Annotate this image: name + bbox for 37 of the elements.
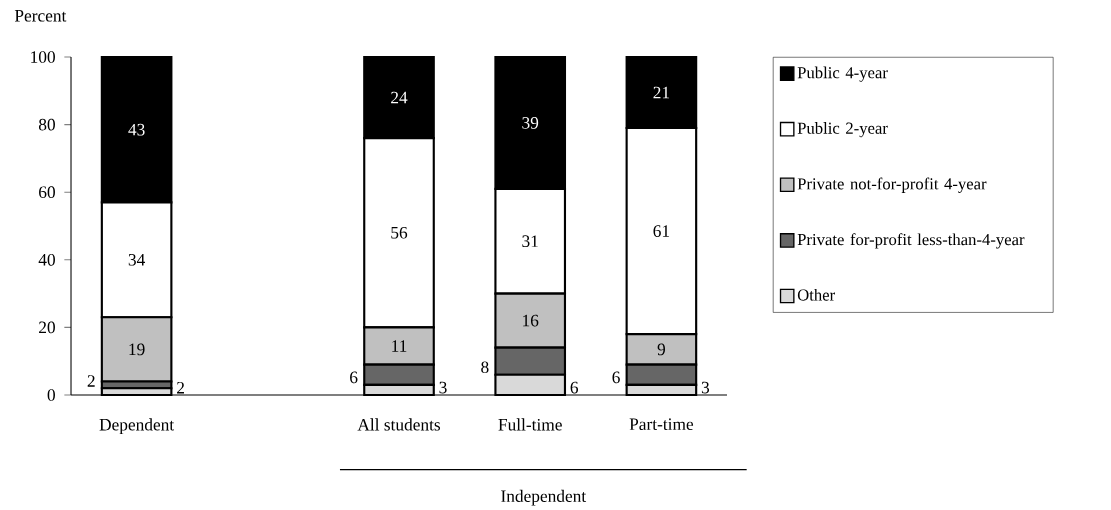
data-label: 61 [653, 225, 670, 237]
data-label: 3 [701, 381, 710, 394]
data-label: 3 [439, 381, 447, 394]
data-label: 19 [129, 343, 145, 356]
y-tick-label: 100 [31, 51, 55, 63]
data-label: 6 [612, 371, 620, 384]
data-label: 21 [653, 86, 670, 99]
data-label: 56 [391, 226, 408, 239]
data-label: 31 [522, 235, 538, 248]
legend-label: Public 4-year [797, 66, 888, 82]
data-label: 6 [350, 371, 358, 384]
data-label: 2 [177, 381, 184, 394]
data-label: 9 [657, 343, 666, 356]
data-label: 6 [570, 381, 579, 394]
data-label: 11 [392, 340, 407, 352]
legend-label: Private not-for-profit 4-year [797, 177, 987, 193]
data-label: 43 [128, 123, 145, 136]
y-tick-label: 60 [39, 186, 55, 199]
x-tick-label: Dependent [99, 418, 175, 435]
y-tick-label: 40 [38, 253, 55, 266]
y-tick-label: 80 [38, 118, 55, 131]
data-label: 34 [128, 253, 146, 266]
data-label: 24 [391, 91, 408, 104]
y-tick-label: 20 [39, 321, 55, 334]
data-label: 8 [481, 361, 489, 374]
text: Independent [501, 489, 587, 506]
y-tick-label: 0 [47, 389, 55, 401]
y-axis-title: Percent [14, 10, 67, 22]
data-label: 2 [87, 375, 95, 387]
data-label: 39 [522, 117, 539, 129]
data-label: 16 [523, 314, 539, 327]
x-tick-label: All students [357, 418, 441, 431]
legend-label: Public 2-year [797, 122, 888, 138]
x-tick-label: Full-time [498, 418, 562, 431]
legend-label: Other [797, 288, 835, 301]
legend-label: Private for-profit less-than-4-year [797, 233, 1025, 249]
x-tick-label: Part-time [629, 418, 694, 431]
